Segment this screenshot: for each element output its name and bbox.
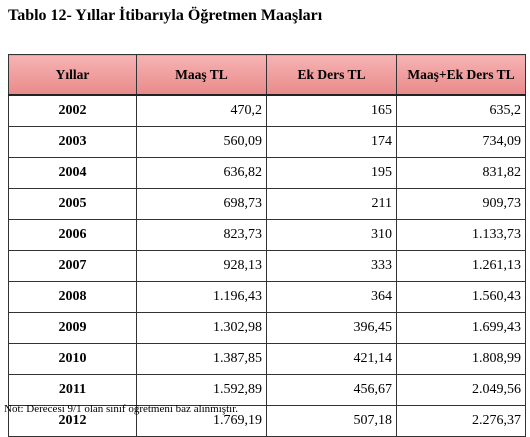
cell-total: 1.699,43 xyxy=(396,312,526,344)
cell-salary: 698,73 xyxy=(136,188,267,220)
cell-total: 734,09 xyxy=(396,126,526,158)
table-row: 2010 1.387,85 421,14 1.808,99 xyxy=(8,343,526,375)
table-row: 2005 698,73 211 909,73 xyxy=(8,188,526,220)
cell-salary: 823,73 xyxy=(136,219,267,251)
cell-total: 1.808,99 xyxy=(396,343,526,375)
cell-total: 831,82 xyxy=(396,157,526,189)
header-years: Yıllar xyxy=(8,54,137,96)
cell-salary: 1.302,98 xyxy=(136,312,267,344)
table-row: 2008 1.196,43 364 1.560,43 xyxy=(8,281,526,313)
cell-total: 635,2 xyxy=(396,94,526,127)
cell-extra-lessons: 174 xyxy=(266,126,397,158)
table-row: 2011 1.592,89 456,67 2.049,56 xyxy=(8,374,526,406)
cell-total: 2.276,37 xyxy=(396,405,526,437)
header-salary: Maaş TL xyxy=(136,54,267,96)
cell-salary: 1.387,85 xyxy=(136,343,267,375)
cell-year: 2004 xyxy=(8,157,137,189)
cell-salary: 1.196,43 xyxy=(136,281,267,313)
cell-extra-lessons: 421,14 xyxy=(266,343,397,375)
header-extra-lessons: Ek Ders TL xyxy=(266,54,397,96)
table-row: 2009 1.302,98 396,45 1.699,43 xyxy=(8,312,526,344)
cell-extra-lessons: 165 xyxy=(266,94,397,127)
cell-year: 2003 xyxy=(8,126,137,158)
cell-salary: 470,2 xyxy=(136,94,267,127)
cell-extra-lessons: 310 xyxy=(266,219,397,251)
table-row: 2004 636,82 195 831,82 xyxy=(8,157,526,189)
table-row: 2002 470,2 165 635,2 xyxy=(8,94,526,127)
table-row: 2006 823,73 310 1.133,73 xyxy=(8,219,526,251)
table-body: 2002 470,2 165 635,2 2003 560,09 174 734,09 2004… xyxy=(8,94,526,437)
cell-year: 2006 xyxy=(8,219,137,251)
cell-year: 2005 xyxy=(8,188,137,220)
cell-year: 2009 xyxy=(8,312,137,344)
cell-extra-lessons: 364 xyxy=(266,281,397,313)
cell-year: 2011 xyxy=(8,374,137,406)
salary-table: Yıllar Maaş TL Ek Ders TL Maaş+Ek Ders T… xyxy=(8,54,526,437)
table-title: Tablo 12- Yıllar İtibarıyla Öğretmen Maa… xyxy=(8,7,323,24)
cell-extra-lessons: 211 xyxy=(266,188,397,220)
cell-extra-lessons: 507,18 xyxy=(266,405,397,437)
cell-salary: 560,09 xyxy=(136,126,267,158)
cell-salary: 636,82 xyxy=(136,157,267,189)
cell-salary: 1.592,89 xyxy=(136,374,267,406)
table-row: 2003 560,09 174 734,09 xyxy=(8,126,526,158)
cell-total: 1.133,73 xyxy=(396,219,526,251)
cell-total: 1.261,13 xyxy=(396,250,526,282)
cell-total: 2.049,56 xyxy=(396,374,526,406)
cell-year: 2010 xyxy=(8,343,137,375)
cell-year: 2002 xyxy=(8,94,137,127)
cell-extra-lessons: 195 xyxy=(266,157,397,189)
cell-year: 2008 xyxy=(8,281,137,313)
table-header-row: Yıllar Maaş TL Ek Ders TL Maaş+Ek Ders T… xyxy=(8,54,526,96)
cell-total: 909,73 xyxy=(396,188,526,220)
footnote: Not: Derecesi 9/1 olan sınıf öğretmeni b… xyxy=(4,403,238,415)
header-total: Maaş+Ek Ders TL xyxy=(396,54,526,96)
cell-year: 2007 xyxy=(8,250,137,282)
cell-extra-lessons: 396,45 xyxy=(266,312,397,344)
cell-salary: 928,13 xyxy=(136,250,267,282)
table-row: 2007 928,13 333 1.261,13 xyxy=(8,250,526,282)
cell-extra-lessons: 456,67 xyxy=(266,374,397,406)
cell-total: 1.560,43 xyxy=(396,281,526,313)
cell-extra-lessons: 333 xyxy=(266,250,397,282)
